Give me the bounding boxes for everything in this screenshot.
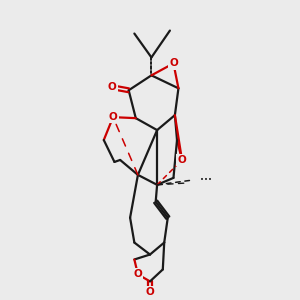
Text: O: O [108,82,117,92]
Text: O: O [169,58,178,68]
Text: O: O [134,269,142,279]
Text: O: O [178,155,186,165]
Text: O: O [109,112,117,122]
Text: •••: ••• [200,177,212,183]
Text: O: O [146,287,154,297]
